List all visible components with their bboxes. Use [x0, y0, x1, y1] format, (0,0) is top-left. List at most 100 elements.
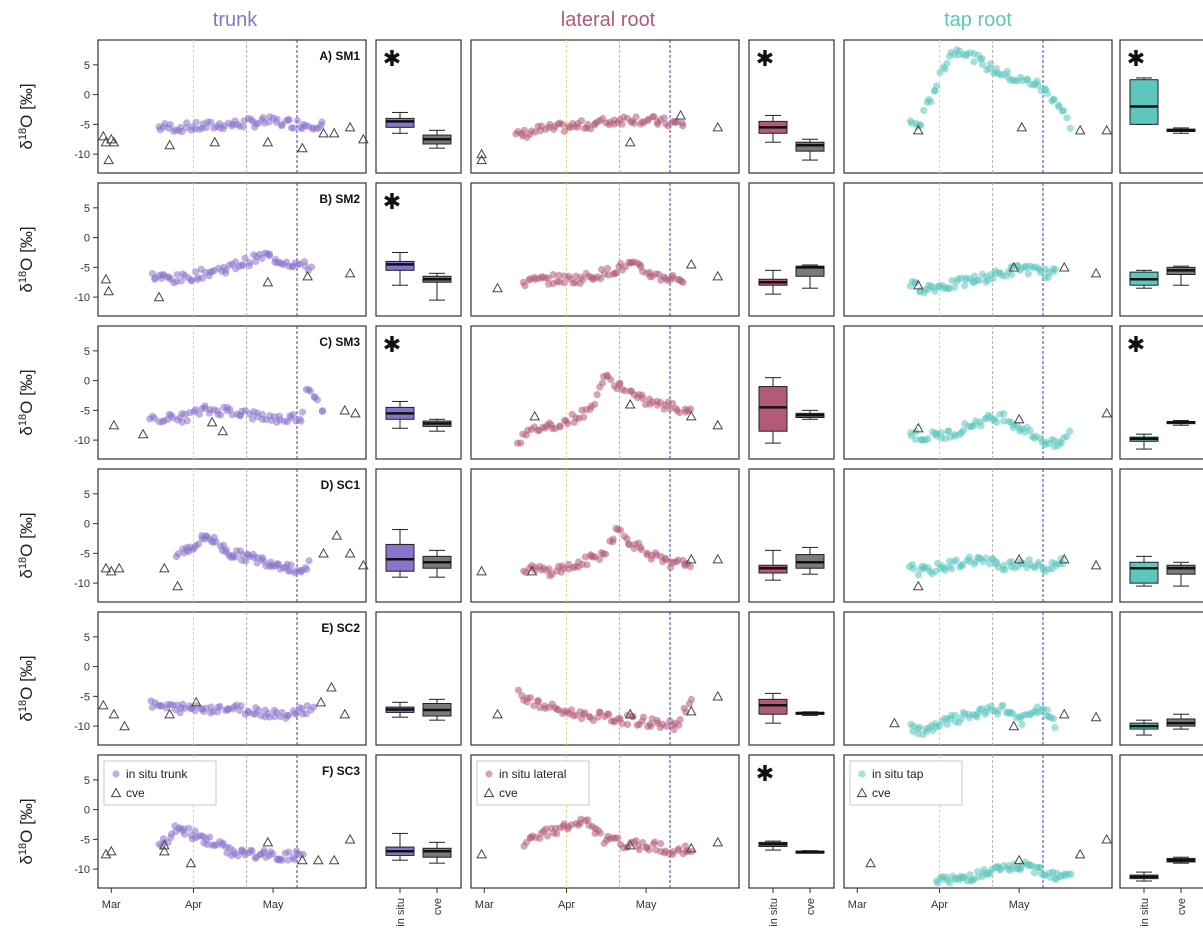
insitu-point: [647, 722, 655, 730]
panel-label: D) SC1: [321, 478, 361, 492]
insitu-point: [932, 82, 941, 90]
y-tick-label: -5: [80, 834, 90, 846]
insitu-box-box: [758, 386, 788, 432]
insitu-point: [1067, 870, 1075, 878]
insitu-point: [277, 122, 286, 130]
insitu-point: [1043, 90, 1052, 98]
cve-point: [217, 425, 229, 436]
cve-point: [1074, 848, 1086, 859]
insitu-point: [556, 422, 564, 430]
insitu-point: [195, 410, 203, 418]
insitu-point: [1049, 715, 1057, 723]
insitu-point: [1059, 106, 1067, 115]
insitu-point: [579, 276, 587, 284]
insitu-point: [650, 113, 658, 121]
y-tick-label: 0: [84, 376, 90, 388]
cve-point: [1016, 121, 1028, 132]
cve-point: [1074, 124, 1086, 135]
x-tick-label: Mar: [102, 899, 121, 911]
insitu-point: [549, 271, 557, 279]
insitu-point: [202, 124, 210, 132]
y-tick-label: 0: [84, 233, 90, 245]
insitu-point: [639, 839, 647, 847]
x-tick-label: Apr: [931, 899, 948, 911]
cve-point: [1101, 833, 1113, 844]
insitu-point: [237, 702, 245, 710]
cve-point: [1013, 413, 1025, 424]
y-tick-label: -10: [74, 864, 90, 876]
scatter-panel-frame: [97, 182, 367, 317]
insitu-point: [1026, 427, 1034, 435]
scatter-panel-frame: [97, 39, 367, 174]
insitu-point: [632, 113, 640, 121]
ylabel-superscript: 18: [17, 414, 29, 426]
insitu-point: [305, 557, 313, 565]
y-tick-label: -10: [74, 292, 90, 304]
insitu-point: [687, 695, 696, 704]
insitu-point: [560, 127, 568, 135]
insitu-point: [217, 411, 225, 419]
insitu-point: [624, 720, 632, 729]
y-tick-label: -5: [80, 548, 90, 560]
insitu-point: [293, 117, 302, 125]
column-title-tap-root: tap root: [944, 9, 1012, 31]
box-panel-frame: [375, 468, 462, 603]
insitu-point: [936, 68, 944, 77]
y-tick-label: 5: [84, 203, 90, 215]
scatter-panel-frame: [97, 611, 367, 746]
insitu-point: [958, 560, 967, 569]
insitu-point: [583, 561, 591, 569]
cve-point: [312, 854, 324, 865]
insitu-point: [278, 708, 286, 717]
box-panel-frame: [748, 468, 835, 603]
insitu-point: [544, 274, 552, 282]
significance-star: ✱: [383, 46, 401, 71]
insitu-point: [285, 116, 293, 124]
cve-point: [100, 562, 112, 573]
cve-point: [712, 270, 724, 281]
ylabel-superscript: 18: [17, 700, 29, 712]
cve-point: [357, 133, 369, 144]
cve-point: [476, 148, 487, 159]
insitu-point: [563, 420, 572, 428]
insitu-point: [581, 553, 589, 561]
insitu-point: [307, 263, 316, 271]
box-tick-label: cve: [1176, 898, 1188, 915]
cve-point: [350, 407, 361, 418]
insitu-point: [941, 434, 950, 443]
cve-point: [476, 565, 487, 576]
insitu-point: [567, 706, 576, 714]
insitu-box-box: [385, 543, 415, 572]
panel-label: B) SM2: [319, 192, 360, 206]
insitu-point: [653, 716, 661, 725]
insitu-point: [1008, 558, 1016, 566]
insitu-box-box: [758, 698, 788, 715]
cve-box-box: [422, 847, 452, 858]
ylabel-delta: δ: [17, 855, 36, 864]
insitu-point: [657, 839, 665, 848]
cve-point: [1013, 553, 1025, 564]
panel-grid: δ18O [‰]50-5-10A) SM1 ✱ ✱ ✱δ18O [‰]50-5-10B…: [17, 39, 1203, 927]
insitu-point: [1051, 724, 1059, 732]
insitu-point: [937, 428, 945, 437]
cve-point: [1101, 124, 1113, 135]
insitu-point: [226, 405, 234, 414]
ylabel-delta: δ: [17, 712, 36, 721]
y-axis-label: δ18O [‰]: [17, 83, 36, 149]
cve-point: [262, 276, 274, 287]
insitu-point: [1043, 706, 1051, 714]
insitu-point: [613, 834, 622, 842]
insitu-point: [679, 122, 687, 130]
insitu-point: [1018, 720, 1026, 729]
insitu-point: [239, 123, 247, 131]
insitu-point: [216, 702, 224, 711]
insitu-point: [198, 274, 207, 282]
cve-point: [624, 708, 636, 719]
insitu-point: [616, 526, 625, 534]
insitu-point: [273, 115, 281, 123]
insitu-point: [911, 279, 919, 287]
box-panel-frame: [375, 325, 462, 460]
insitu-point: [1035, 864, 1044, 872]
insitu-point: [924, 435, 932, 443]
cve-point: [100, 273, 112, 284]
